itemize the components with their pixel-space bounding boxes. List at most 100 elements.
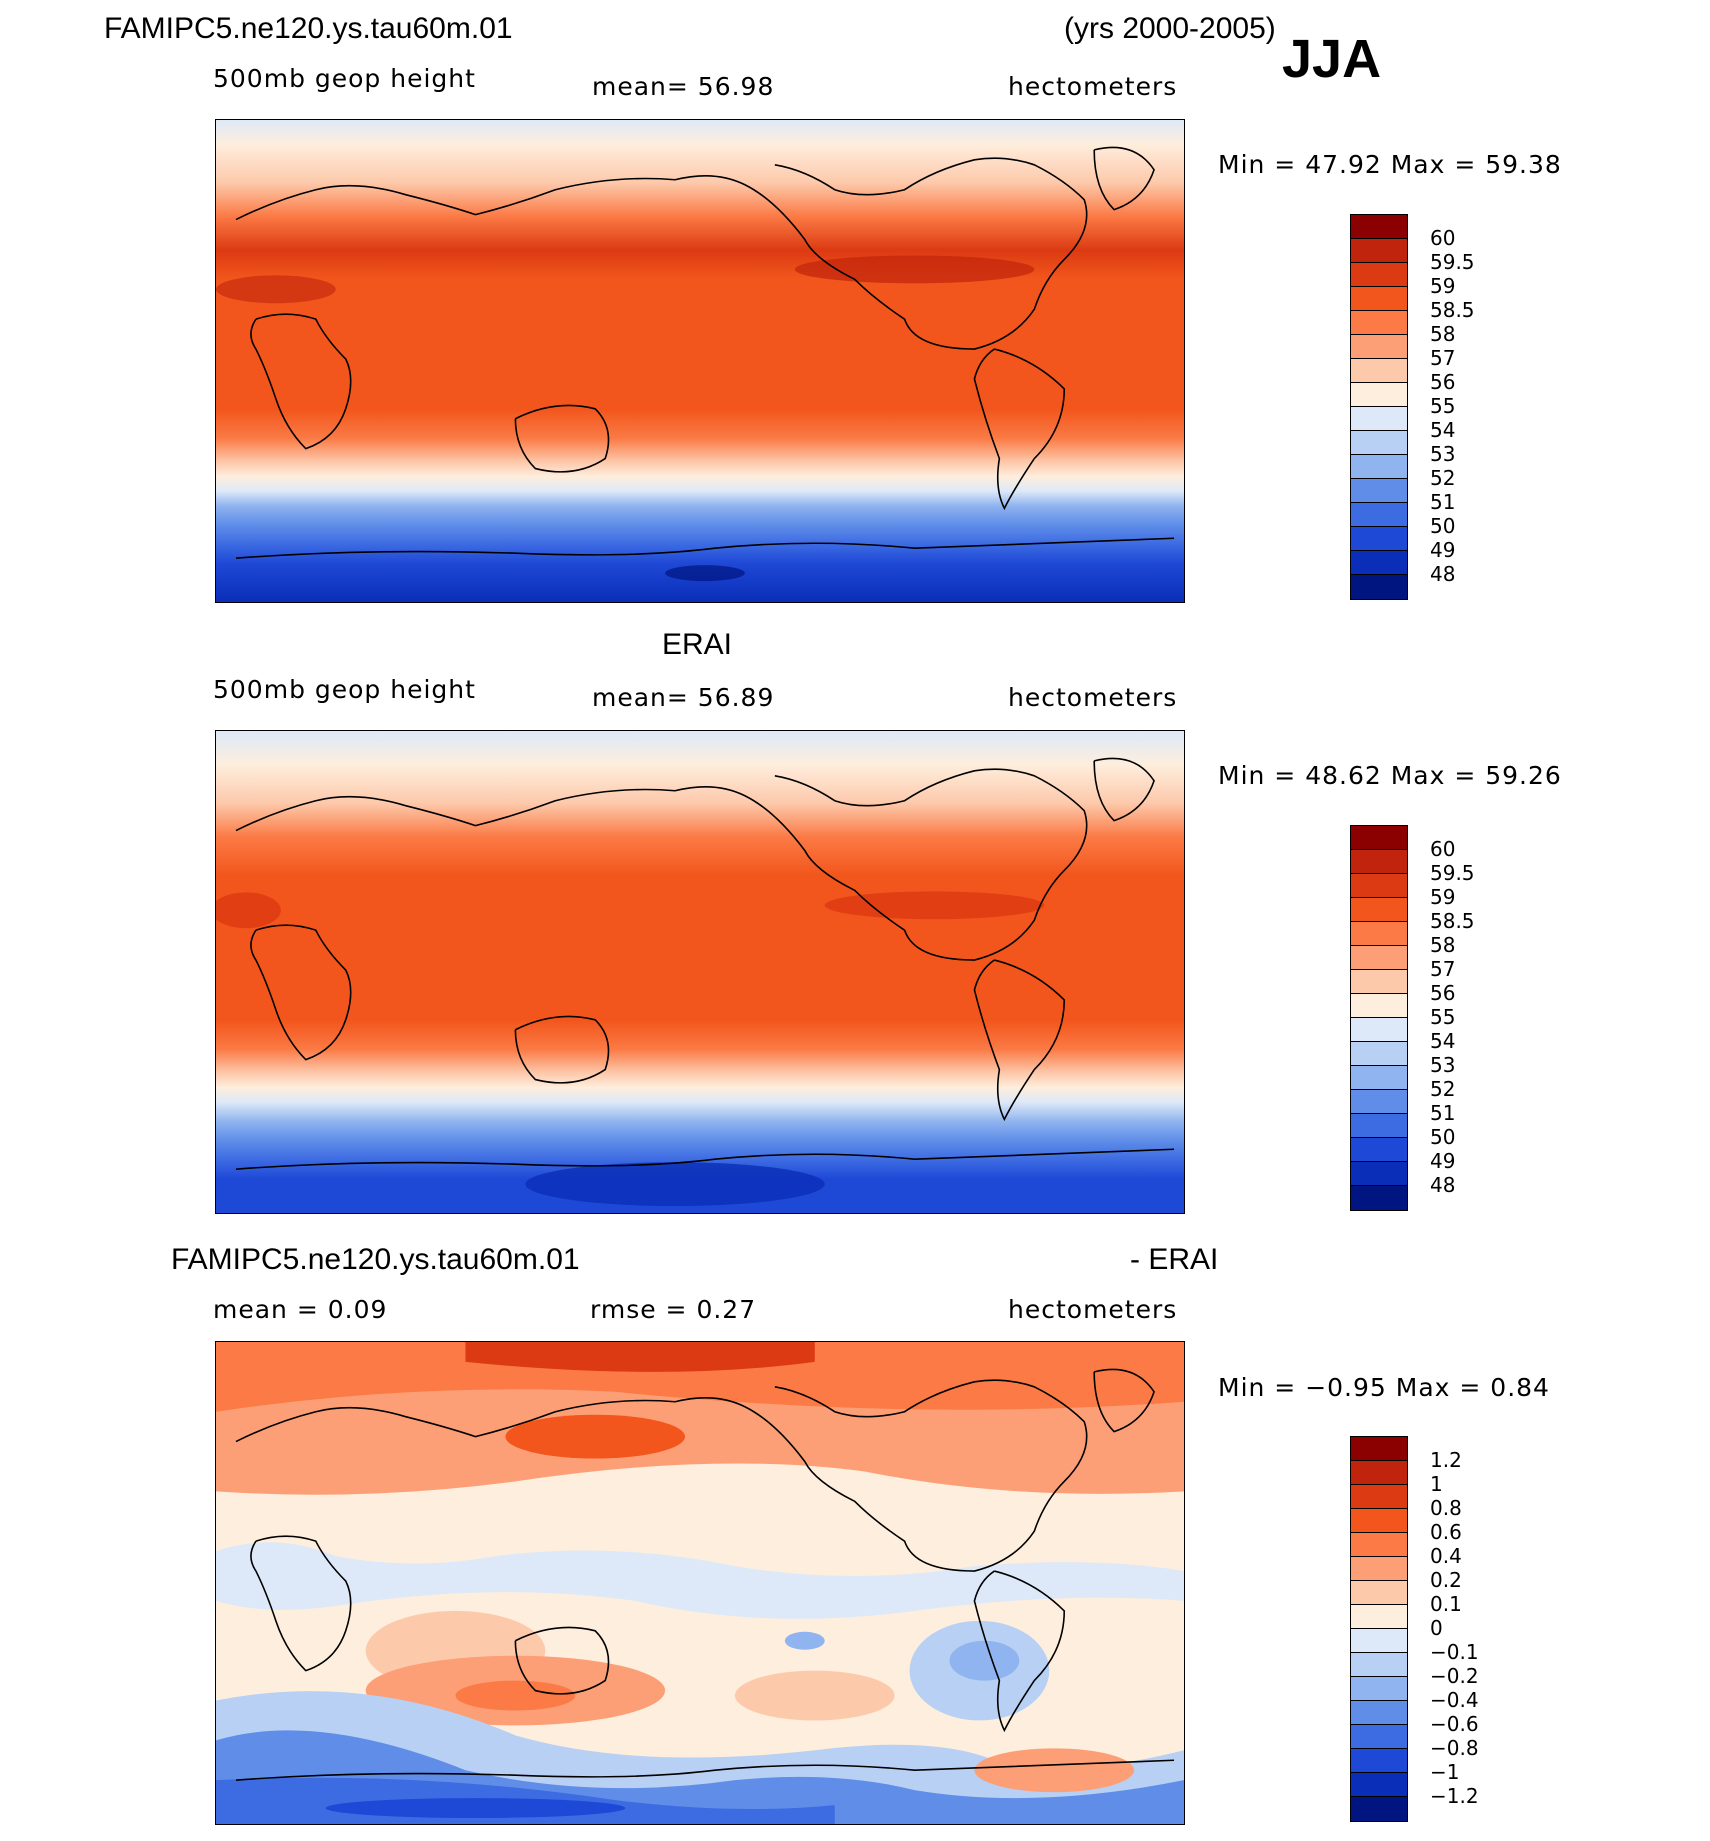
colorbar-segment [1351,383,1407,407]
colorbar-segment [1351,850,1407,874]
panel3-colorbar-label: 0.8 [1430,1496,1462,1520]
colorbar-segment [1351,335,1407,359]
colorbar-segment [1351,970,1407,994]
colorbar-segment [1351,1653,1407,1677]
panel3-rmse-label: rmse = 0.27 [590,1295,757,1324]
panel1-colorbar-label: 58 [1430,322,1456,346]
colorbar-segment [1351,946,1407,970]
panel1-units-label: hectometers [1008,72,1178,101]
colorbar-segment [1351,455,1407,479]
years-label: (yrs 2000-2005) [1064,12,1276,45]
panel2-minmax-label: Min = 48.62 Max = 59.26 [1218,761,1562,790]
panel3-colorbar-label: 0.4 [1430,1544,1462,1568]
colorbar-segment [1351,287,1407,311]
panel3-colorbar-label: 0.1 [1430,1592,1462,1616]
colorbar-segment [1351,1186,1407,1210]
panel2-colorbar-label: 53 [1430,1053,1456,1077]
colorbar-segment [1351,551,1407,575]
panel3-minmax-label: Min = −0.95 Max = 0.84 [1218,1373,1550,1402]
colorbar-segment [1351,1677,1407,1701]
panel1-colorbar-label: 59 [1430,274,1456,298]
panel2-colorbar-label: 51 [1430,1101,1456,1125]
panel3-colorbar-label: 0.2 [1430,1568,1462,1592]
colorbar-segment [1351,1138,1407,1162]
panel1-colorbar-label: 48 [1430,562,1456,586]
colorbar-segment [1351,994,1407,1018]
panel2-title: ERAI [662,628,733,661]
colorbar-segment [1351,826,1407,850]
panel1-colorbar-label: 55 [1430,394,1456,418]
panel1-map [215,119,1185,603]
colorbar-segment [1351,1018,1407,1042]
colorbar-segment [1351,1090,1407,1114]
colorbar-segment [1351,215,1407,239]
panel2-mean-label: mean= 56.89 [592,683,775,712]
colorbar-segment [1351,874,1407,898]
panel3-colorbar-label: −0.8 [1430,1736,1479,1760]
case-title: FAMIPC5.ne120.ys.tau60m.01 [104,12,513,45]
colorbar-segment [1351,1605,1407,1629]
panel3-colorbar [1350,1436,1408,1822]
panel2-colorbar-label: 50 [1430,1125,1456,1149]
panel1-variable-label: 500mb geop height [213,64,476,93]
panel2-colorbar-label: 58.5 [1430,909,1475,933]
colorbar-segment [1351,1485,1407,1509]
panel3-title-right: - ERAI [1130,1243,1219,1276]
panel2-colorbar-label: 59 [1430,885,1456,909]
panel3-colorbar-label: −0.1 [1430,1640,1479,1664]
colorbar-segment [1351,922,1407,946]
colorbar-segment [1351,1162,1407,1186]
panel2-units-label: hectometers [1008,683,1178,712]
colorbar-segment [1351,527,1407,551]
colorbar-segment [1351,1042,1407,1066]
colorbar-segment [1351,503,1407,527]
colorbar-segment [1351,431,1407,455]
panel3-map [215,1341,1185,1825]
panel2-colorbar-label: 60 [1430,837,1456,861]
panel1-colorbar-label: 60 [1430,226,1456,250]
colorbar-segment [1351,263,1407,287]
panel1-colorbar-label: 56 [1430,370,1456,394]
panel3-colorbar-label: 1.2 [1430,1448,1462,1472]
colorbar-segment [1351,1557,1407,1581]
colorbar-segment [1351,1749,1407,1773]
colorbar-segment [1351,1725,1407,1749]
panel1-colorbar-label: 58.5 [1430,298,1475,322]
panel3-colorbar-label: 0.6 [1430,1520,1462,1544]
colorbar-segment [1351,407,1407,431]
panel1-colorbar-label: 50 [1430,514,1456,538]
colorbar-segment [1351,1114,1407,1138]
panel3-mean-label: mean = 0.09 [213,1295,388,1324]
colorbar-segment [1351,1066,1407,1090]
panel1-minmax-label: Min = 47.92 Max = 59.38 [1218,150,1562,179]
panel1-mean-label: mean= 56.98 [592,72,775,101]
colorbar-segment [1351,1533,1407,1557]
colorbar-segment [1351,239,1407,263]
panel1-colorbar-label: 53 [1430,442,1456,466]
colorbar-segment [1351,1509,1407,1533]
panel2-colorbar-label: 57 [1430,957,1456,981]
panel3-units-label: hectometers [1008,1295,1178,1324]
panel1-colorbar-label: 49 [1430,538,1456,562]
panel2-map [215,730,1185,1214]
colorbar-segment [1351,1461,1407,1485]
panel2-colorbar-label: 54 [1430,1029,1456,1053]
colorbar-segment [1351,311,1407,335]
colorbar-segment [1351,1701,1407,1725]
colorbar-segment [1351,1797,1407,1821]
panel2-variable-label: 500mb geop height [213,675,476,704]
panel3-colorbar-label: −0.4 [1430,1688,1479,1712]
panel2-colorbar-label: 56 [1430,981,1456,1005]
panel3-colorbar-label: 1 [1430,1472,1443,1496]
panel3-colorbar-label: 0 [1430,1616,1443,1640]
colorbar-segment [1351,359,1407,383]
panel2-colorbar [1350,825,1408,1211]
panel2-colorbar-label: 59.5 [1430,861,1475,885]
panel3-colorbar-label: −0.2 [1430,1664,1479,1688]
colorbar-segment [1351,1773,1407,1797]
panel2-colorbar-label: 49 [1430,1149,1456,1173]
colorbar-segment [1351,898,1407,922]
panel1-colorbar-label: 52 [1430,466,1456,490]
panel3-title-left: FAMIPC5.ne120.ys.tau60m.01 [171,1243,580,1276]
panel2-colorbar-label: 58 [1430,933,1456,957]
